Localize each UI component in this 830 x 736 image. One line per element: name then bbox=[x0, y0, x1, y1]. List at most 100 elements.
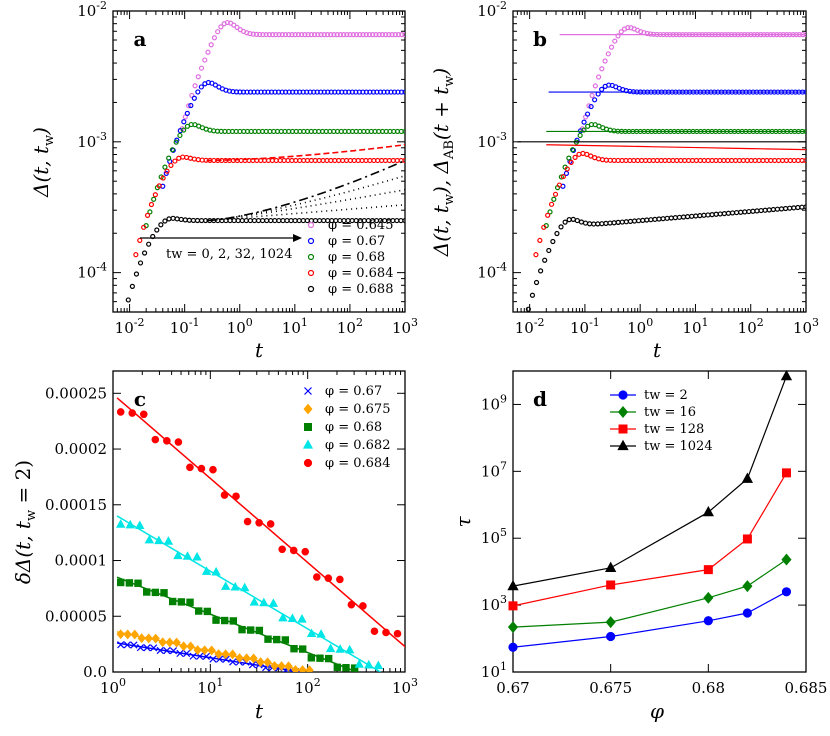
data-point bbox=[781, 587, 792, 597]
data-point bbox=[272, 217, 278, 224]
data-point bbox=[538, 268, 544, 274]
data-point bbox=[160, 589, 168, 597]
data-point bbox=[764, 32, 770, 38]
data-point bbox=[366, 32, 373, 38]
data-point bbox=[144, 212, 151, 218]
data-point bbox=[247, 217, 253, 224]
data-point bbox=[240, 582, 250, 592]
data-point bbox=[116, 408, 125, 416]
data-point bbox=[738, 32, 744, 38]
aging-curve bbox=[206, 143, 405, 162]
data-point bbox=[224, 19, 230, 26]
data-point bbox=[287, 613, 298, 622]
data-point bbox=[722, 32, 728, 38]
data-point bbox=[156, 646, 164, 655]
legend-marker bbox=[307, 269, 315, 277]
data-point-stroke-b bbox=[156, 646, 164, 655]
data-point bbox=[151, 435, 160, 444]
data-point bbox=[364, 659, 374, 669]
data-point bbox=[117, 641, 125, 649]
data-point bbox=[742, 534, 752, 544]
data-point bbox=[581, 127, 587, 133]
data-point bbox=[117, 578, 125, 587]
data-point bbox=[359, 602, 367, 610]
data-point bbox=[787, 205, 793, 211]
data-point bbox=[130, 629, 139, 640]
data-point bbox=[605, 51, 611, 57]
data-point bbox=[537, 237, 543, 244]
data-point-stroke-b bbox=[196, 652, 204, 660]
data-point bbox=[673, 32, 679, 38]
data-point bbox=[382, 628, 390, 637]
x-tick-label: 0.675 bbox=[589, 679, 632, 697]
data-point bbox=[803, 89, 806, 95]
data-point bbox=[160, 175, 166, 181]
data-point bbox=[198, 84, 204, 90]
panel-a: 10-2 10-1 100 101 102 103 10-4 10-3 10-2 a t Δ(t, t… bbox=[29, 0, 418, 362]
data-point bbox=[605, 616, 616, 629]
data-point bbox=[693, 213, 699, 219]
data-point bbox=[302, 32, 308, 38]
data-point bbox=[186, 103, 192, 109]
data-point bbox=[308, 32, 314, 38]
data-point bbox=[168, 597, 177, 606]
data-point bbox=[182, 551, 193, 560]
data-point bbox=[137, 260, 144, 266]
data-point bbox=[551, 196, 557, 202]
data-point bbox=[235, 653, 244, 664]
data-point bbox=[164, 168, 170, 174]
data-point bbox=[257, 31, 263, 38]
data-point-stroke-b bbox=[150, 644, 158, 652]
data-point bbox=[336, 575, 344, 584]
data-point bbox=[247, 31, 253, 37]
data-point bbox=[619, 219, 625, 225]
legend-marker bbox=[307, 253, 315, 261]
data-point bbox=[151, 633, 160, 644]
fit-line bbox=[116, 397, 405, 648]
data-point bbox=[702, 505, 714, 517]
data-point bbox=[289, 32, 295, 38]
data-point bbox=[220, 616, 229, 625]
data-point bbox=[507, 579, 519, 591]
y-tick-label: 0.00025 bbox=[45, 384, 107, 402]
data-point bbox=[612, 38, 618, 44]
plot-frame bbox=[112, 370, 406, 673]
data-point bbox=[191, 95, 197, 101]
data-point bbox=[278, 545, 286, 554]
data-point bbox=[657, 31, 663, 38]
data-point bbox=[542, 257, 548, 263]
data-point bbox=[782, 205, 789, 212]
data-point bbox=[270, 661, 279, 671]
data-point bbox=[218, 24, 224, 30]
data-point bbox=[709, 32, 715, 38]
data-point bbox=[232, 492, 240, 501]
plot-frame bbox=[512, 370, 807, 673]
data-point bbox=[255, 518, 263, 527]
data-point bbox=[717, 211, 723, 217]
data-point bbox=[668, 215, 674, 221]
data-point bbox=[202, 57, 208, 63]
data-point bbox=[399, 32, 405, 38]
x-tick-label: 101 bbox=[197, 676, 223, 697]
data-point bbox=[209, 465, 217, 474]
data-point bbox=[214, 649, 223, 660]
data-point bbox=[170, 215, 176, 221]
data-point bbox=[263, 657, 272, 668]
data-point bbox=[545, 212, 551, 218]
data-point bbox=[344, 32, 350, 38]
series-c-2 bbox=[116, 576, 359, 672]
data-point bbox=[548, 201, 555, 207]
data-point bbox=[402, 217, 405, 224]
data-point bbox=[607, 220, 613, 226]
data-point bbox=[684, 214, 691, 220]
data-point bbox=[133, 271, 140, 277]
data-point bbox=[290, 644, 298, 653]
data-point bbox=[803, 32, 806, 38]
series-line bbox=[512, 591, 787, 648]
data-point bbox=[250, 31, 256, 37]
data-point bbox=[345, 644, 355, 654]
aging-curve bbox=[206, 175, 405, 222]
data-point bbox=[227, 217, 233, 224]
data-point bbox=[263, 31, 269, 38]
